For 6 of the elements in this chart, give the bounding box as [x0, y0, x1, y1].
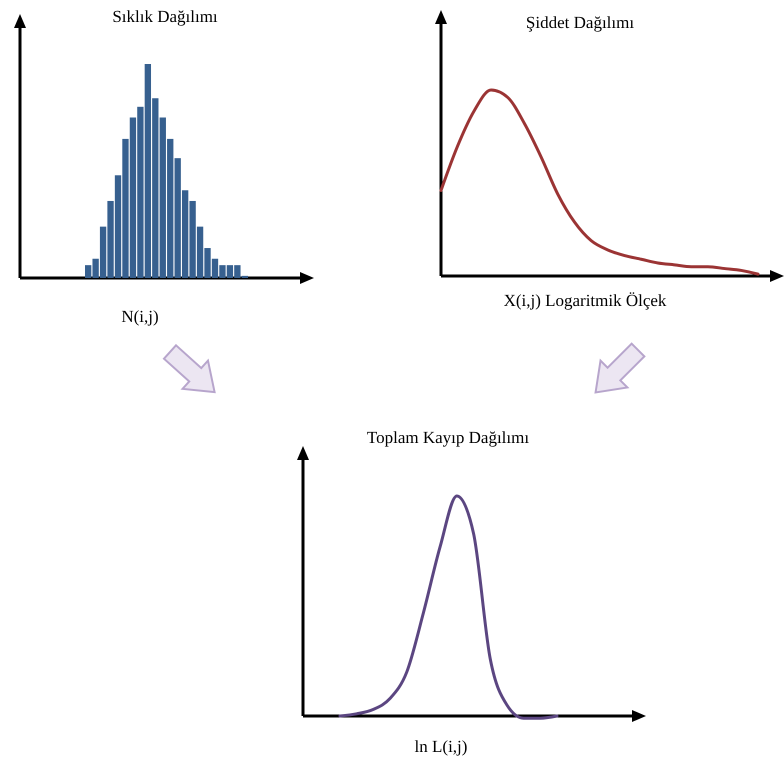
chart-title: Toplam Kayıp Dağılımı	[366, 428, 530, 447]
chart-title: Şiddet Dağılımı	[526, 13, 634, 32]
x-axis-title: ln L(i,j)	[414, 737, 468, 756]
x-axis-title: X(i,j) Logaritmik Ölçek	[504, 291, 667, 310]
chart-title: Sıklık Dağılımı	[112, 7, 218, 26]
x-axis-title: N(i,j)	[121, 307, 159, 326]
